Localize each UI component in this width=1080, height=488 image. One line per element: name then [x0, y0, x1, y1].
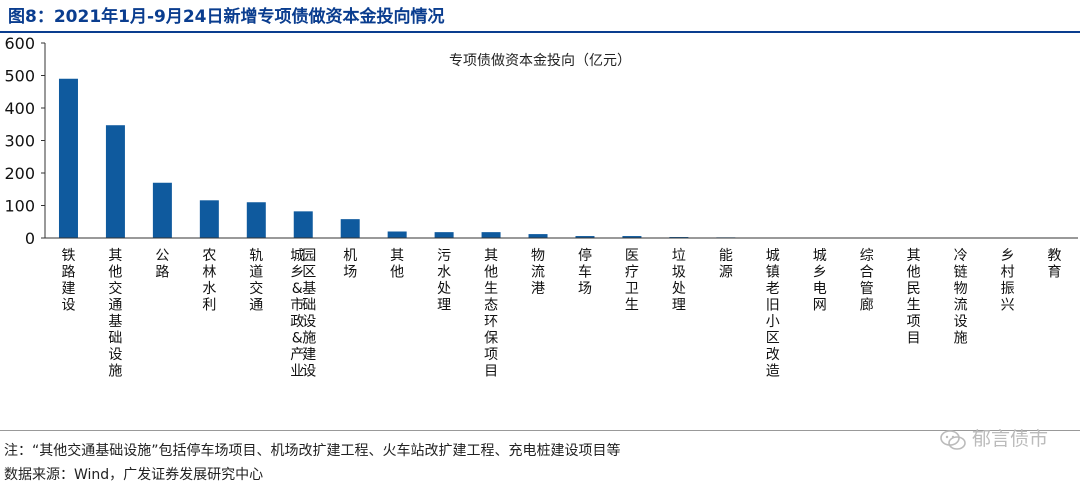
bar [246, 202, 266, 238]
bar [528, 234, 548, 238]
bar [387, 231, 407, 238]
x-tick-label: 乡村振兴 [1001, 248, 1015, 314]
x-tick-label: 垃圾处理 [672, 248, 686, 314]
y-tick-label: 600 [4, 34, 35, 53]
y-tick-label: 200 [4, 164, 35, 183]
bar [152, 182, 172, 238]
x-tick-label: 其他生态环保项目 [484, 248, 498, 380]
bar [293, 211, 313, 238]
wechat-icon [940, 429, 966, 450]
x-axis: 铁路建设 其他交通基础设施 公路 农林水利 轨道交通 城乡&市政&产业园区基础设施建设 机场… [45, 237, 1078, 380]
x-tick-label: 机场 [343, 248, 357, 281]
x-tick-label: 其他民生项目 [907, 248, 921, 347]
x-tick-label: 公路 [155, 248, 169, 281]
y-tick-label: 500 [4, 67, 35, 86]
y-tick-label: 400 [4, 99, 35, 118]
x-tick-label: 综合管廊 [860, 248, 874, 314]
title-rule [0, 31, 1080, 33]
bar [575, 236, 595, 238]
bars [58, 78, 1065, 239]
x-tick-label: 其他交通基础设施 [108, 248, 122, 380]
x-tick-label: 医疗卫生 [625, 248, 639, 314]
y-tick-label: 300 [4, 132, 35, 151]
chart-title: 专项债做资本金投向（亿元） [449, 53, 631, 69]
bar [199, 200, 219, 238]
bar [58, 78, 78, 238]
x-tick-label: 冷链物流设施 [954, 248, 968, 347]
bar [105, 125, 125, 238]
x-tick-label: 物流港 [531, 248, 545, 297]
y-tick-label: 100 [4, 197, 35, 216]
watermark-text: 郁言债市 [971, 428, 1048, 450]
source-note: 数据来源：Wind，广发证券发展研究中心 [4, 467, 264, 483]
x-tick-label: 停车场 [578, 247, 592, 297]
y-tick-label: 0 [25, 229, 35, 248]
x-tick-label: 其他 [390, 248, 404, 281]
footnote: 注：“其他交通基础设施”包括停车场项目、机场改扩建工程、火车站改扩建工程、充电桩… [4, 443, 621, 459]
watermark: 郁言债市 [940, 424, 1048, 451]
x-tick-label: 城乡电网 [813, 248, 827, 314]
bar [622, 236, 642, 238]
x-tick-label: 能源 [719, 248, 733, 281]
bar [434, 232, 454, 238]
figure-title: 图8：2021年1月-9月24日新增专项债做资本金投向情况 [8, 7, 445, 27]
x-tick-label: 轨道交通 [249, 248, 263, 314]
x-tick-label: 教育 [1048, 248, 1062, 281]
x-tick-label: 城镇老旧小区改造 [766, 248, 780, 380]
footer-rule [0, 430, 1080, 431]
x-tick-label: 污水处理 [437, 248, 451, 314]
x-tick-label: 农林水利 [202, 248, 216, 314]
x-tick-label: 铁路建设 [61, 248, 75, 314]
y-axis: 0 100 200 300 400 500 600 [4, 34, 46, 248]
bar-chart: 专项债做资本金投向（亿元） 0 100 200 300 400 500 600 铁路建设 其他… [4, 34, 1078, 380]
bar [340, 219, 360, 238]
x-tick-label: 城乡&市政&产业园区基础设施建设 [290, 248, 316, 380]
bar [481, 232, 501, 238]
